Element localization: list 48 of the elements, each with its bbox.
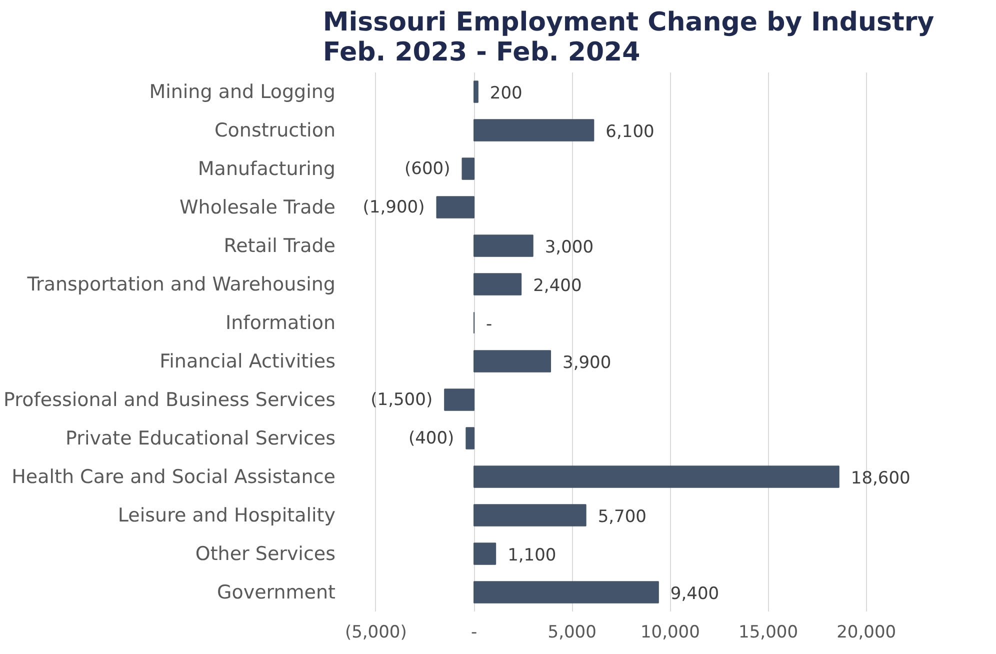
y-tick-label: Manufacturing [198, 158, 336, 180]
y-tick-label: Construction [214, 119, 336, 142]
y-tick-label: Leisure and Hospitality [118, 504, 336, 526]
bar [474, 466, 840, 488]
bar [462, 158, 475, 180]
x-tick-label: 5,000 [548, 622, 596, 642]
y-tick-label: Wholesale Trade [180, 196, 336, 218]
data-label: (600) [404, 158, 450, 179]
bar [474, 273, 522, 296]
bar [466, 427, 475, 450]
bar [474, 119, 594, 142]
x-tick-label: - [470, 622, 478, 642]
bar [474, 80, 478, 103]
x-tick-label: 10,000 [640, 622, 700, 642]
bar [474, 350, 552, 372]
data-label: (400) [408, 428, 454, 448]
x-tick-label: (5,000) [344, 622, 407, 642]
data-label: 3,900 [562, 352, 612, 373]
data-label: (1,500) [370, 390, 433, 410]
bar [444, 388, 475, 411]
bar [474, 581, 659, 604]
chart-title: Missouri Employment Change by Industry Feb. 2023 - Feb. 2024 [322, 8, 934, 68]
y-tick-label: Professional and Business Services [4, 388, 336, 411]
data-label: (1,900) [362, 197, 425, 218]
y-tick-label: Government [217, 581, 336, 604]
bar [474, 234, 534, 257]
data-label: 5,700 [598, 506, 647, 527]
bar [474, 504, 586, 526]
data-label: 3,000 [544, 237, 594, 258]
bar [436, 196, 475, 218]
data-label: - [486, 314, 492, 334]
y-tick-label: Mining and Logging [149, 80, 336, 103]
y-tick-label: Information [226, 312, 336, 334]
y-tick-label: Other Services [195, 542, 336, 565]
data-label: 1,100 [508, 545, 556, 566]
data-label: 18,600 [850, 468, 910, 488]
data-label: 200 [490, 83, 522, 104]
x-tick-label: 15,000 [738, 622, 798, 642]
y-tick-label: Transportation and Warehousing [26, 273, 336, 296]
y-tick-label: Retail Trade [224, 234, 336, 257]
y-tick-label: Financial Activities [160, 350, 336, 372]
x-tick-label: 20,000 [836, 622, 896, 642]
data-label: 2,400 [533, 276, 582, 296]
y-tick-label: Health Care and Social Assistance [12, 466, 336, 488]
data-label: 6,100 [606, 122, 654, 142]
y-tick-label: Private Educational Services [66, 427, 336, 450]
bar [474, 542, 496, 565]
data-label: 9,400 [670, 584, 720, 604]
